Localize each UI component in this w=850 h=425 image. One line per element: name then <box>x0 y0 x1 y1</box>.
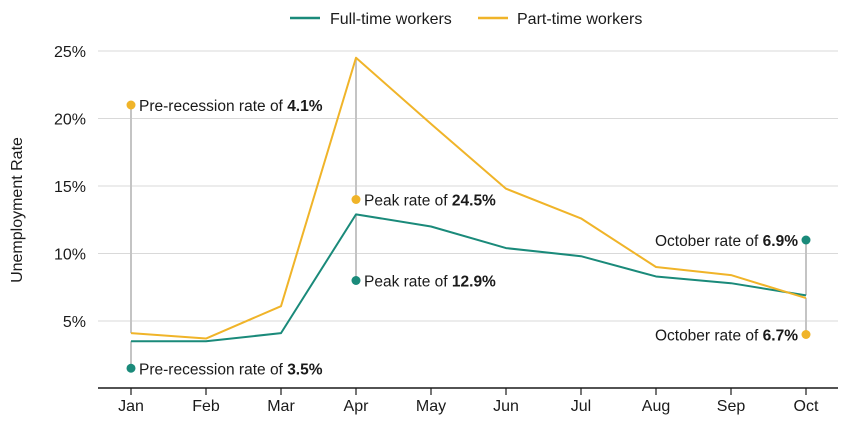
y-axis: 5% 10% 15% 20% 25% <box>54 44 86 331</box>
x-tick-label: Sep <box>717 398 746 415</box>
annotation-label: Pre-recession rate of 3.5% <box>139 361 323 378</box>
series-lines <box>130 56 807 343</box>
annotation-dot <box>801 235 811 245</box>
x-tick-label: May <box>416 398 446 415</box>
x-tick-label: Feb <box>192 398 220 415</box>
legend: Full-time workers Part-time workers <box>290 11 642 28</box>
x-axis: Jan Feb Mar Apr May Jun Jul Aug Sep Oct <box>98 387 838 415</box>
annotation-dot <box>351 276 361 285</box>
x-tick-label: Jan <box>118 398 144 415</box>
y-axis-title: Unemployment Rate <box>9 137 26 283</box>
annotation-label: Peak rate of 24.5% <box>364 193 496 210</box>
series-line-part-time <box>130 56 807 340</box>
series-line-full-time <box>131 213 807 343</box>
x-tick-label: Jun <box>493 398 519 415</box>
annotation-label: Peak rate of 12.9% <box>364 274 496 291</box>
annotations: Pre-recession rate of 4.1% Pre-recession … <box>126 98 811 378</box>
legend-label: Part-time workers <box>517 11 642 28</box>
annotation-connectors <box>130 57 807 369</box>
y-tick-label: 10% <box>54 247 86 264</box>
annotation-label: Pre-recession rate of 4.1% <box>139 98 323 115</box>
annotation-dot <box>801 330 811 339</box>
x-tick-label: Aug <box>642 398 670 415</box>
annotation-dot <box>126 363 136 373</box>
gridlines <box>98 50 838 322</box>
legend-label: Full-time workers <box>330 11 452 28</box>
y-tick-label: 25% <box>54 44 86 61</box>
y-tick-label: 15% <box>54 179 86 196</box>
x-tick-label: Oct <box>794 398 819 415</box>
y-tick-label: 20% <box>54 112 86 129</box>
x-tick-label: Jul <box>571 398 591 415</box>
x-tick-label: Apr <box>344 398 370 415</box>
y-tick-label: 5% <box>63 314 86 331</box>
x-tick-label: Mar <box>267 398 295 415</box>
annotation-label: October rate of 6.9% <box>655 233 798 250</box>
annotation-dot <box>126 100 136 110</box>
annotation-label: October rate of 6.7% <box>655 328 798 345</box>
annotation-dot <box>351 195 361 204</box>
